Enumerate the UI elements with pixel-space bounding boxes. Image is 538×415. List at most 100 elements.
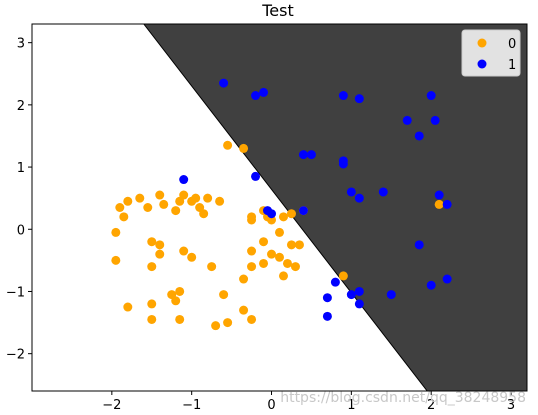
x-tick-label--1: −1 — [182, 398, 201, 413]
point-series-0-51 — [278, 271, 288, 281]
point-series-0-61 — [247, 212, 257, 222]
point-series-0-13 — [191, 193, 201, 203]
point-series-1-22 — [414, 240, 424, 250]
point-series-0-32 — [171, 296, 181, 306]
point-series-0-21 — [155, 249, 165, 259]
decision-boundary — [143, 24, 428, 391]
point-series-1-25 — [330, 277, 340, 287]
point-series-0-55 — [286, 209, 296, 219]
point-series-1-26 — [322, 293, 332, 303]
point-series-1-15 — [346, 187, 356, 197]
point-series-0-23 — [187, 252, 197, 262]
point-series-1-29 — [386, 290, 396, 300]
point-series-0-46 — [275, 227, 284, 237]
point-series-1-18 — [434, 190, 444, 200]
point-series-0-43 — [275, 252, 284, 262]
point-series-0-45 — [259, 237, 269, 247]
point-series-0-48 — [294, 240, 304, 250]
y-tick-label--2: −2 — [6, 348, 25, 363]
legend: 01 — [461, 29, 521, 77]
point-series-0-3 — [143, 203, 153, 212]
point-series-0-12 — [175, 196, 185, 206]
y-tick-label-1: 1 — [17, 161, 25, 176]
point-series-1-21 — [298, 206, 308, 216]
point-series-0-47 — [286, 240, 296, 250]
y-tick-label-0: 0 — [17, 223, 25, 238]
point-series-0-26 — [147, 262, 157, 272]
point-series-1-31 — [322, 311, 332, 321]
y-tick-label--1: −1 — [6, 285, 25, 300]
point-series-0-33 — [147, 314, 157, 324]
point-series-0-41 — [259, 258, 269, 268]
point-series-0-0 — [115, 203, 125, 212]
watermark-text: https://blog.csdn.net/qq_38248958 — [280, 390, 526, 406]
point-series-1-12 — [338, 159, 348, 169]
point-series-1-30 — [354, 299, 364, 309]
point-series-1-10 — [306, 150, 316, 160]
point-series-0-39 — [239, 274, 249, 284]
point-series-1-0 — [219, 78, 229, 88]
point-series-0-14 — [199, 209, 209, 219]
legend-label-1: 1 — [508, 58, 516, 73]
point-series-1-4 — [354, 94, 364, 104]
point-series-1-24 — [426, 280, 436, 290]
point-series-1-14 — [251, 171, 261, 181]
point-series-0-36 — [223, 318, 233, 328]
point-series-0-44 — [247, 246, 257, 256]
y-tick-label-3: 3 — [17, 37, 25, 52]
point-series-0-1 — [123, 196, 133, 206]
plot-area — [32, 24, 527, 391]
y-tick-label-2: 2 — [17, 99, 25, 114]
point-series-1-5 — [426, 91, 436, 101]
point-series-0-50 — [290, 262, 300, 272]
point-series-0-42 — [267, 249, 277, 259]
point-series-1-3 — [338, 91, 348, 101]
x-tick-label-0: 0 — [267, 398, 275, 413]
axis-ticks: −2 −1 0 1 2 3 −2 −1 0 1 2 3 — [6, 37, 515, 413]
point-series-0-4 — [155, 190, 165, 200]
x-tick-label-1: 1 — [347, 398, 355, 413]
point-series-1-6 — [402, 115, 412, 125]
chart-title: Test — [261, 1, 294, 20]
point-series-1-17 — [378, 187, 388, 197]
point-series-1-27 — [346, 290, 356, 300]
point-series-1-32 — [267, 209, 277, 219]
point-series-0-2 — [135, 193, 145, 203]
point-series-0-6 — [159, 199, 169, 209]
point-series-0-49 — [282, 258, 292, 268]
point-series-0-38 — [247, 314, 257, 324]
point-series-0-60 — [434, 199, 444, 209]
point-series-0-15 — [215, 196, 225, 206]
x-tick-label--2: −2 — [102, 398, 121, 413]
region-1-shaded — [143, 24, 527, 391]
point-series-1-23 — [442, 274, 452, 284]
point-series-0-25 — [111, 255, 121, 265]
point-series-0-18 — [111, 227, 121, 237]
point-series-1-16 — [354, 193, 364, 203]
point-series-0-20 — [155, 240, 165, 250]
point-series-0-19 — [147, 237, 157, 247]
point-series-1-19 — [442, 199, 452, 209]
point-series-1-2 — [259, 87, 269, 97]
point-series-0-5 — [119, 212, 129, 222]
point-series-1-13 — [179, 175, 189, 185]
point-series-0-37 — [239, 305, 249, 315]
point-series-0-16 — [223, 140, 233, 150]
point-series-1-28 — [354, 286, 364, 296]
point-series-1-8 — [430, 115, 440, 125]
point-series-0-58 — [267, 215, 277, 225]
legend-marker-0 — [477, 38, 487, 48]
point-series-1-9 — [298, 150, 308, 160]
point-series-0-11 — [203, 193, 213, 203]
point-series-0-22 — [179, 246, 189, 256]
point-series-0-29 — [219, 290, 229, 300]
point-series-0-28 — [175, 286, 185, 296]
point-series-0-30 — [123, 302, 133, 312]
point-series-0-24 — [207, 262, 217, 272]
legend-marker-1 — [477, 59, 487, 69]
point-series-0-54 — [278, 212, 288, 222]
point-series-0-35 — [211, 321, 221, 331]
point-series-0-31 — [147, 299, 157, 309]
legend-label-0: 0 — [508, 37, 516, 52]
